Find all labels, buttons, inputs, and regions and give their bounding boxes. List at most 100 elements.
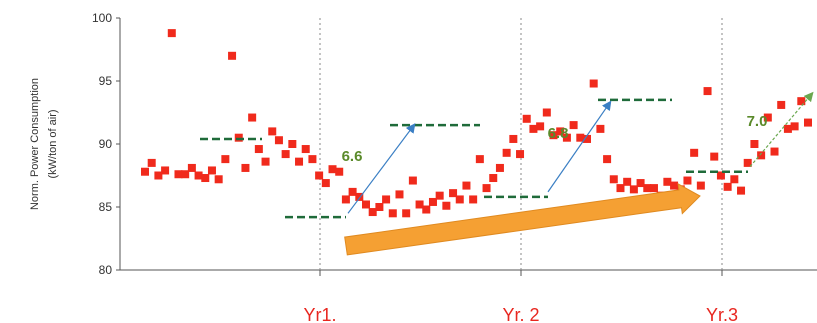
data-point (241, 163, 250, 172)
data-point (167, 29, 176, 38)
data-point (201, 174, 210, 183)
data-point (161, 166, 170, 175)
data-point (723, 182, 732, 191)
data-point (274, 136, 283, 145)
data-point (502, 148, 511, 157)
data-point (388, 209, 397, 218)
data-point (583, 134, 591, 143)
data-point (690, 148, 699, 157)
data-point (174, 170, 183, 179)
data-point (710, 152, 719, 161)
data-point (395, 190, 404, 199)
data-point (556, 127, 565, 136)
data-point (288, 140, 297, 148)
data-point (442, 201, 451, 210)
data-point (623, 177, 632, 186)
data-point (589, 79, 598, 88)
data-point (234, 133, 243, 142)
data-point (696, 181, 705, 190)
data-point (248, 113, 257, 122)
data-point (308, 155, 317, 164)
data-point (636, 179, 645, 188)
y-tick-label: 90 (99, 137, 113, 151)
data-point (763, 113, 772, 122)
data-point (348, 187, 357, 196)
data-point (254, 145, 263, 154)
data-point (509, 134, 518, 143)
data-point (804, 118, 812, 127)
data-point (154, 171, 163, 180)
data-point (777, 100, 786, 109)
data-point (757, 151, 766, 160)
data-point (362, 200, 370, 209)
data-point (422, 205, 431, 214)
trend-arrow (749, 91, 814, 168)
data-point (341, 195, 350, 204)
trend-arrow (347, 123, 416, 214)
annotation-label: 6.6 (342, 148, 363, 165)
data-point (609, 175, 618, 184)
data-point (603, 155, 612, 164)
data-point (455, 195, 464, 204)
data-point (335, 167, 344, 176)
annotation-label: 7.0 (747, 113, 768, 130)
data-point (643, 184, 652, 193)
data-point (649, 184, 658, 193)
y-tick-label: 100 (92, 11, 112, 25)
data-point (408, 176, 417, 185)
data-point (596, 124, 605, 133)
data-point (181, 170, 190, 179)
data-point (462, 181, 471, 190)
data-point (415, 200, 424, 209)
data-point (616, 184, 625, 193)
data-point (489, 174, 498, 183)
data-point (382, 195, 391, 204)
trend-arrow (547, 100, 612, 193)
data-point (147, 158, 156, 167)
data-point (268, 127, 277, 136)
year-label: Yr1. (303, 305, 336, 323)
data-point (321, 179, 330, 188)
data-point (562, 133, 571, 142)
data-point (569, 121, 578, 130)
data-point (743, 158, 752, 167)
y-axis-title-line2: (kW/ton of air) (47, 109, 59, 178)
data-point (428, 197, 437, 206)
data-point (449, 189, 458, 198)
data-point (629, 185, 638, 194)
data-point (261, 157, 270, 166)
data-point (750, 140, 759, 148)
y-axis-title-line1: Norm. Power Consumption (29, 78, 41, 210)
data-point (670, 181, 679, 190)
data-point (375, 203, 384, 211)
data-point (295, 157, 304, 166)
data-point (663, 177, 672, 186)
data-point (221, 155, 230, 164)
data-point (683, 176, 692, 185)
data-point (194, 171, 203, 180)
data-point (281, 150, 290, 159)
data-point (141, 167, 149, 176)
data-point (797, 97, 806, 106)
data-point (482, 184, 491, 193)
data-point (549, 131, 558, 140)
data-point (435, 191, 444, 200)
data-point (542, 108, 551, 117)
data-point (402, 209, 411, 218)
data-point (716, 171, 725, 180)
data-point (328, 165, 337, 174)
data-point (355, 192, 364, 201)
data-point (228, 51, 237, 60)
data-point (737, 186, 746, 195)
data-point (536, 122, 545, 131)
data-point (576, 133, 585, 142)
data-point (214, 175, 223, 184)
data-point (368, 208, 377, 217)
data-point (703, 87, 712, 96)
annotation-label: 6.8 (548, 125, 569, 142)
data-point (783, 124, 792, 133)
trend-big-arrow (344, 182, 701, 256)
data-point (790, 122, 799, 131)
data-point (301, 145, 310, 154)
